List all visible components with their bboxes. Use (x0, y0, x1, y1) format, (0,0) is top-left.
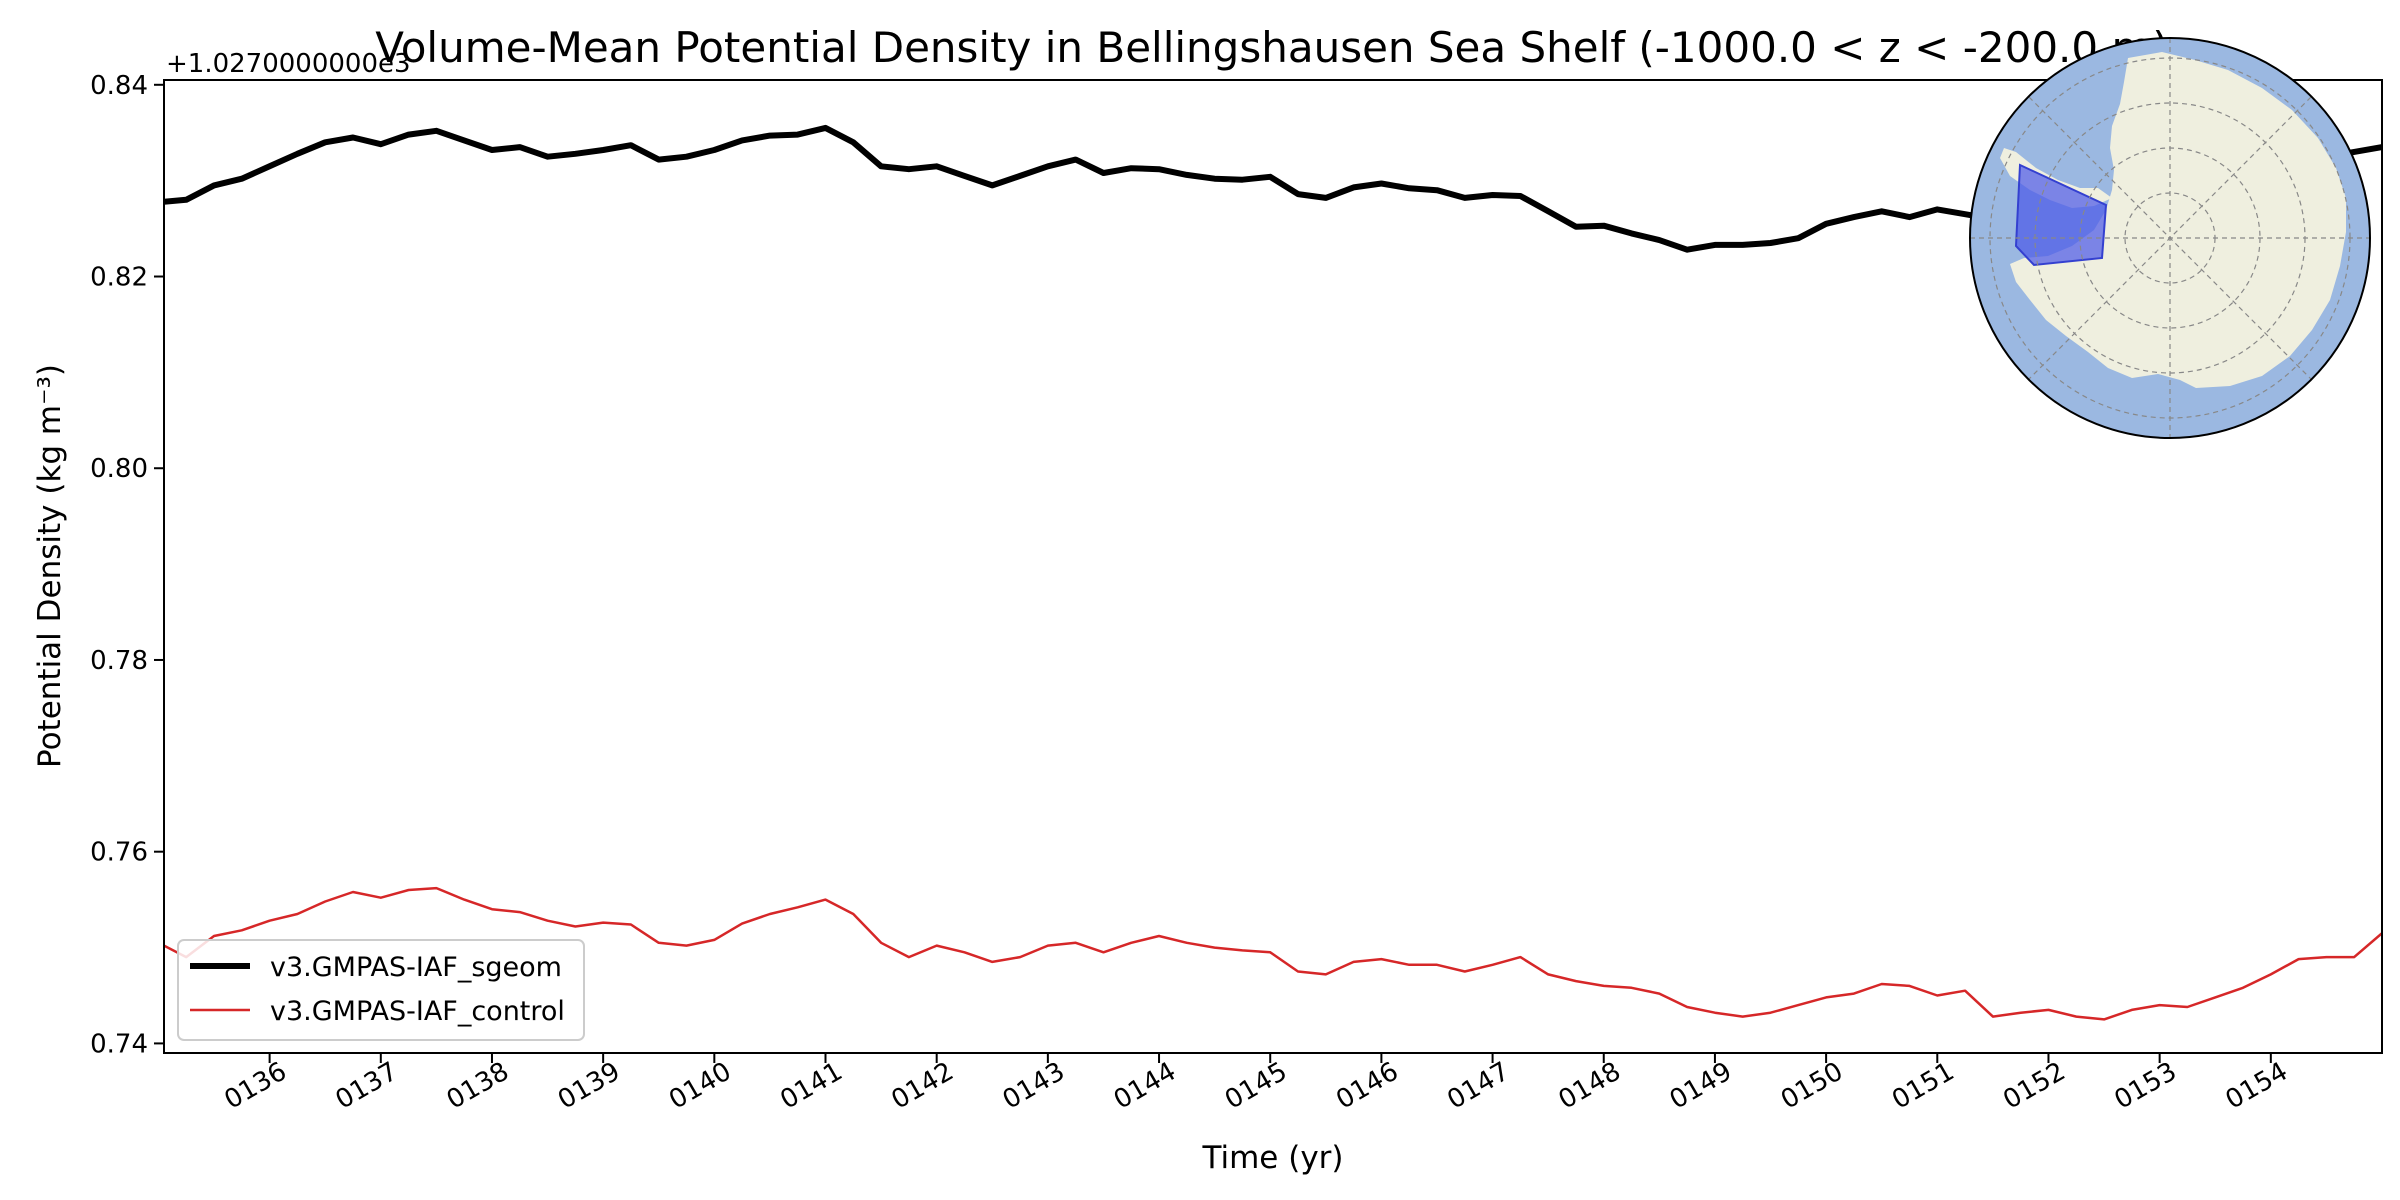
inset-antarctic-peninsula (2000, 148, 2112, 208)
inset-globe-border (1969, 37, 2371, 439)
y-axis-label: Potential Density (kg m⁻³) (32, 364, 68, 768)
y-tick-label: 0.80 (90, 454, 148, 484)
series-line-control (164, 886, 2382, 1021)
x-axis-label: Time (yr) (1202, 1140, 1344, 1176)
x-tick-label: 0142 (887, 1057, 959, 1116)
x-tick-label: 0149 (1665, 1057, 1737, 1116)
inset-gridlines (1970, 38, 2370, 438)
x-tick-label: 0152 (1998, 1057, 2070, 1116)
legend-box (177, 939, 585, 1041)
x-tick-label: 0141 (775, 1057, 847, 1116)
x-axis-ticks: 0136 0137 0138 0139 0140 0141 0142 0143 0144 0145… (219, 1053, 2293, 1116)
x-tick-label: 0138 (442, 1057, 514, 1116)
inset-antarctica-landmass (2010, 52, 2346, 388)
x-tick-label: 0137 (331, 1057, 403, 1116)
inset-bellingshausen-region (2014, 163, 2108, 267)
y-offset-label: +1.0270000000e3 (166, 49, 411, 79)
legend-label-sgeom: v3.GMPAS-IAF_sgeom (270, 952, 562, 983)
y-axis-ticks: 0.74 0.76 0.78 0.80 0.82 0.84 (90, 71, 164, 1059)
legend: v3.GMPAS-IAF_sgeom v3.GMPAS-IAF_control (177, 939, 585, 1041)
y-tick-label: 0.82 (90, 263, 148, 293)
y-tick-label: 0.76 (90, 838, 148, 868)
x-tick-label: 0147 (1442, 1057, 1514, 1116)
x-tick-label: 0139 (553, 1057, 625, 1116)
x-tick-label: 0146 (1331, 1057, 1403, 1116)
y-tick-label: 0.78 (90, 646, 148, 676)
x-tick-label: 0145 (1220, 1057, 1292, 1116)
x-tick-label: 0148 (1554, 1057, 1626, 1116)
x-tick-label: 0144 (1109, 1057, 1181, 1116)
x-tick-label: 0136 (219, 1057, 291, 1116)
plot-frame (163, 79, 2383, 1054)
x-tick-label: 0143 (998, 1057, 1070, 1116)
y-tick-label: 0.74 (90, 1029, 148, 1059)
x-tick-label: 0153 (2109, 1057, 2181, 1116)
x-tick-label: 0150 (1776, 1057, 1848, 1116)
x-tick-label: 0140 (664, 1057, 736, 1116)
x-tick-label: 0154 (2221, 1057, 2293, 1116)
y-tick-label: 0.84 (90, 71, 148, 101)
legend-label-control: v3.GMPAS-IAF_control (270, 996, 565, 1027)
x-tick-label: 0151 (1887, 1057, 1959, 1116)
chart-title: Volume-Mean Potential Density in Belling… (375, 23, 2169, 72)
inset-map (1969, 37, 2371, 439)
